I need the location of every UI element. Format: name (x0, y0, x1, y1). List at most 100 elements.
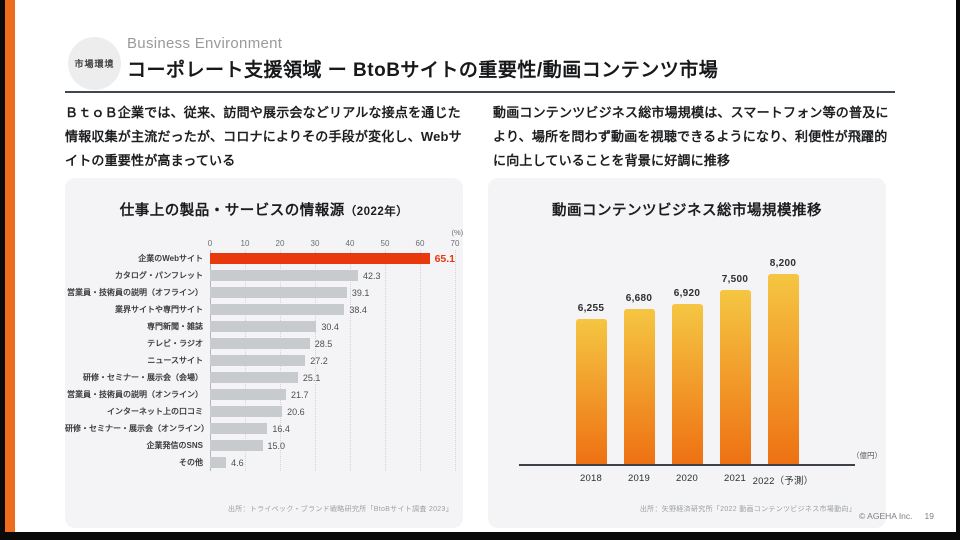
bar-column: 7,500 (719, 274, 751, 464)
bar-row: 38.4 (210, 301, 455, 318)
gridline (420, 250, 421, 471)
eyebrow-label: Business Environment (127, 35, 283, 52)
bar-column: 6,920 (671, 288, 703, 464)
gridline (315, 250, 316, 471)
category-label: 業界サイトや専門サイト (115, 305, 203, 314)
category-badge-label: 市場環境 (74, 59, 115, 69)
category-badge: 市場環境 (68, 37, 121, 90)
bar-value-label: 39.1 (351, 287, 370, 298)
horizontal-bar-chart: (%) 0 10 20 30 40 50 60 70 企業のWebサイト カタログ・パンフレット… (65, 228, 463, 471)
bar-value-label: 16.4 (272, 423, 290, 434)
bar-row: 30.4 (210, 318, 455, 335)
bar-row: 28.5 (210, 335, 455, 352)
bar-row: 20.6 (210, 403, 455, 420)
category-label: 営業員・技術員の説明（オンライン） (67, 390, 203, 399)
bar-value-label: 20.6 (287, 406, 305, 417)
category-label: インターネット上の口コミ (107, 407, 203, 416)
bar-value-label: 21.7 (290, 389, 309, 400)
category-label: テレビ・ラジオ (147, 339, 203, 348)
x-axis-tick: 70 (450, 239, 460, 248)
x-axis-label: 2021 (724, 473, 746, 484)
bar (623, 309, 655, 464)
hbar-body: 企業のWebサイト カタログ・パンフレット 営業員・技術員の説明（オフライン） 業界サ… (65, 250, 463, 471)
bar-column: 6,255 (575, 303, 607, 464)
x-axis-tick: 10 (240, 239, 250, 248)
x-axis-label: 2020 (676, 473, 698, 484)
x-axis-tick: 30 (310, 239, 320, 248)
category-label: ニュースサイト (147, 356, 203, 365)
left-chart-title-year: （2022年） (344, 206, 409, 218)
x-axis-label-cell: 2019 (624, 473, 655, 487)
bar-value-label: 27.2 (310, 355, 328, 366)
x-axis-label-cell: 2022（予測） (753, 473, 814, 487)
gridline (385, 250, 386, 471)
x-axis-tick: 0 (207, 239, 213, 248)
bar (767, 274, 799, 464)
highlighted-bar (210, 253, 430, 264)
bar (210, 406, 283, 417)
bar-value-label: 6,920 (673, 288, 701, 299)
x-axis-label-cell: 2020 (672, 473, 703, 487)
x-axis-tick: 50 (380, 239, 390, 248)
page-title: コーポレート支援領域 ー BtoBサイトの重要性/動画コンテンツ市場 (127, 60, 719, 81)
bar-row: 42.3 (210, 267, 455, 284)
bar-value-label: 25.1 (302, 372, 321, 383)
vertical-bar-chart: 6,255 6,680 6,920 7,500 8,200 （億円） 2018 2019 2… (488, 232, 886, 487)
bar-plot-area: 65.1 42.3 39.1 38.4 30.4 28.5 27.2 25.1 21.7 20.6… (210, 250, 456, 471)
header-divider (65, 91, 895, 93)
category-label: 専門新聞・雑誌 (147, 322, 203, 331)
x-axis-label: 2018 (580, 473, 602, 484)
x-axis-labels: 2018 2019 2020 2021 2022（予測） (519, 473, 855, 487)
bar (210, 355, 306, 366)
description-row: ＢｔｏＢ企業では、従来、訪問や展示会などリアルな接点を通じた情報収集が主流だった… (65, 101, 897, 172)
category-labels-column: 企業のWebサイト カタログ・パンフレット 営業員・技術員の説明（オフライン） 業界サ… (65, 250, 210, 471)
footer: © AGEHA Inc. 19 (859, 511, 934, 521)
bar-value-label: 30.4 (321, 321, 339, 332)
bar (210, 338, 310, 349)
x-axis-label: 2022（予測） (752, 476, 814, 487)
video-market-chart-card: 動画コンテンツビジネス総市場規模推移 6,255 6,680 6,920 7,500 8… (488, 178, 886, 528)
category-label: 研修・セミナー・展示会（会場） (83, 373, 203, 382)
bar (210, 304, 345, 315)
bar-row: 21.7 (210, 386, 455, 403)
bar-value-label: 6,255 (577, 303, 605, 314)
bar-column: 8,200 (767, 258, 799, 464)
bar (210, 389, 286, 400)
bar (210, 321, 317, 332)
category-label: 企業のWebサイト (138, 254, 203, 263)
bar (719, 290, 751, 464)
x-axis-unit-label: (%) (451, 228, 464, 237)
information-sources-chart-card: 仕事上の製品・サービスの情報源（2022年） (%) 0 10 20 30 40 50 60… (65, 178, 463, 528)
charts-row: 仕事上の製品・サービスの情報源（2022年） (%) 0 10 20 30 40 50 60… (65, 178, 886, 528)
category-label: その他 (179, 458, 203, 467)
bar (210, 372, 298, 383)
bar-row: 16.4 (210, 420, 455, 437)
bar-row: 65.1 (210, 250, 455, 267)
bar-value-label: 42.3 (363, 270, 381, 281)
x-axis-line (519, 464, 855, 466)
bar (210, 270, 359, 281)
left-description: ＢｔｏＢ企業では、従来、訪問や展示会などリアルな接点を通じた情報収集が主流だった… (65, 105, 462, 168)
left-chart-source: 出所：トライベック・ブランド戦略研究所「BtoBサイト調査 2023」 (227, 506, 453, 513)
bar-value-label: 65.1 (434, 252, 455, 265)
x-axis-tick: 20 (275, 239, 285, 248)
bar (210, 423, 268, 434)
bar (210, 457, 227, 468)
bar-row: 39.1 (210, 284, 455, 301)
bar-columns: 6,255 6,680 6,920 7,500 8,200 (519, 232, 855, 464)
bar (671, 304, 703, 464)
bar-value-label: 38.4 (349, 304, 367, 315)
x-axis-tick: 40 (345, 239, 355, 248)
x-axis-label-cell: 2018 (576, 473, 607, 487)
bar-row: 25.1 (210, 369, 455, 386)
right-description: 動画コンテンツビジネス総市場規模は、スマートフォン等の普及により、場所を問わず動… (493, 105, 889, 168)
bar-row: 4.6 (210, 454, 455, 471)
x-axis-label: 2019 (628, 473, 650, 484)
right-chart-source: 出所：矢野経済研究所「2022 動画コンテンツビジネス市場動向」 (639, 506, 856, 513)
left-chart-title: 仕事上の製品・サービスの情報源（2022年） (65, 199, 463, 220)
category-label: カタログ・パンフレット (114, 271, 203, 280)
gridline (350, 250, 351, 471)
left-chart-title-text: 仕事上の製品・サービスの情報源 (119, 203, 345, 219)
x-axis-ticks: (%) 0 10 20 30 40 50 60 70 (207, 228, 463, 250)
x-axis-label-cell: 2021 (720, 473, 751, 487)
